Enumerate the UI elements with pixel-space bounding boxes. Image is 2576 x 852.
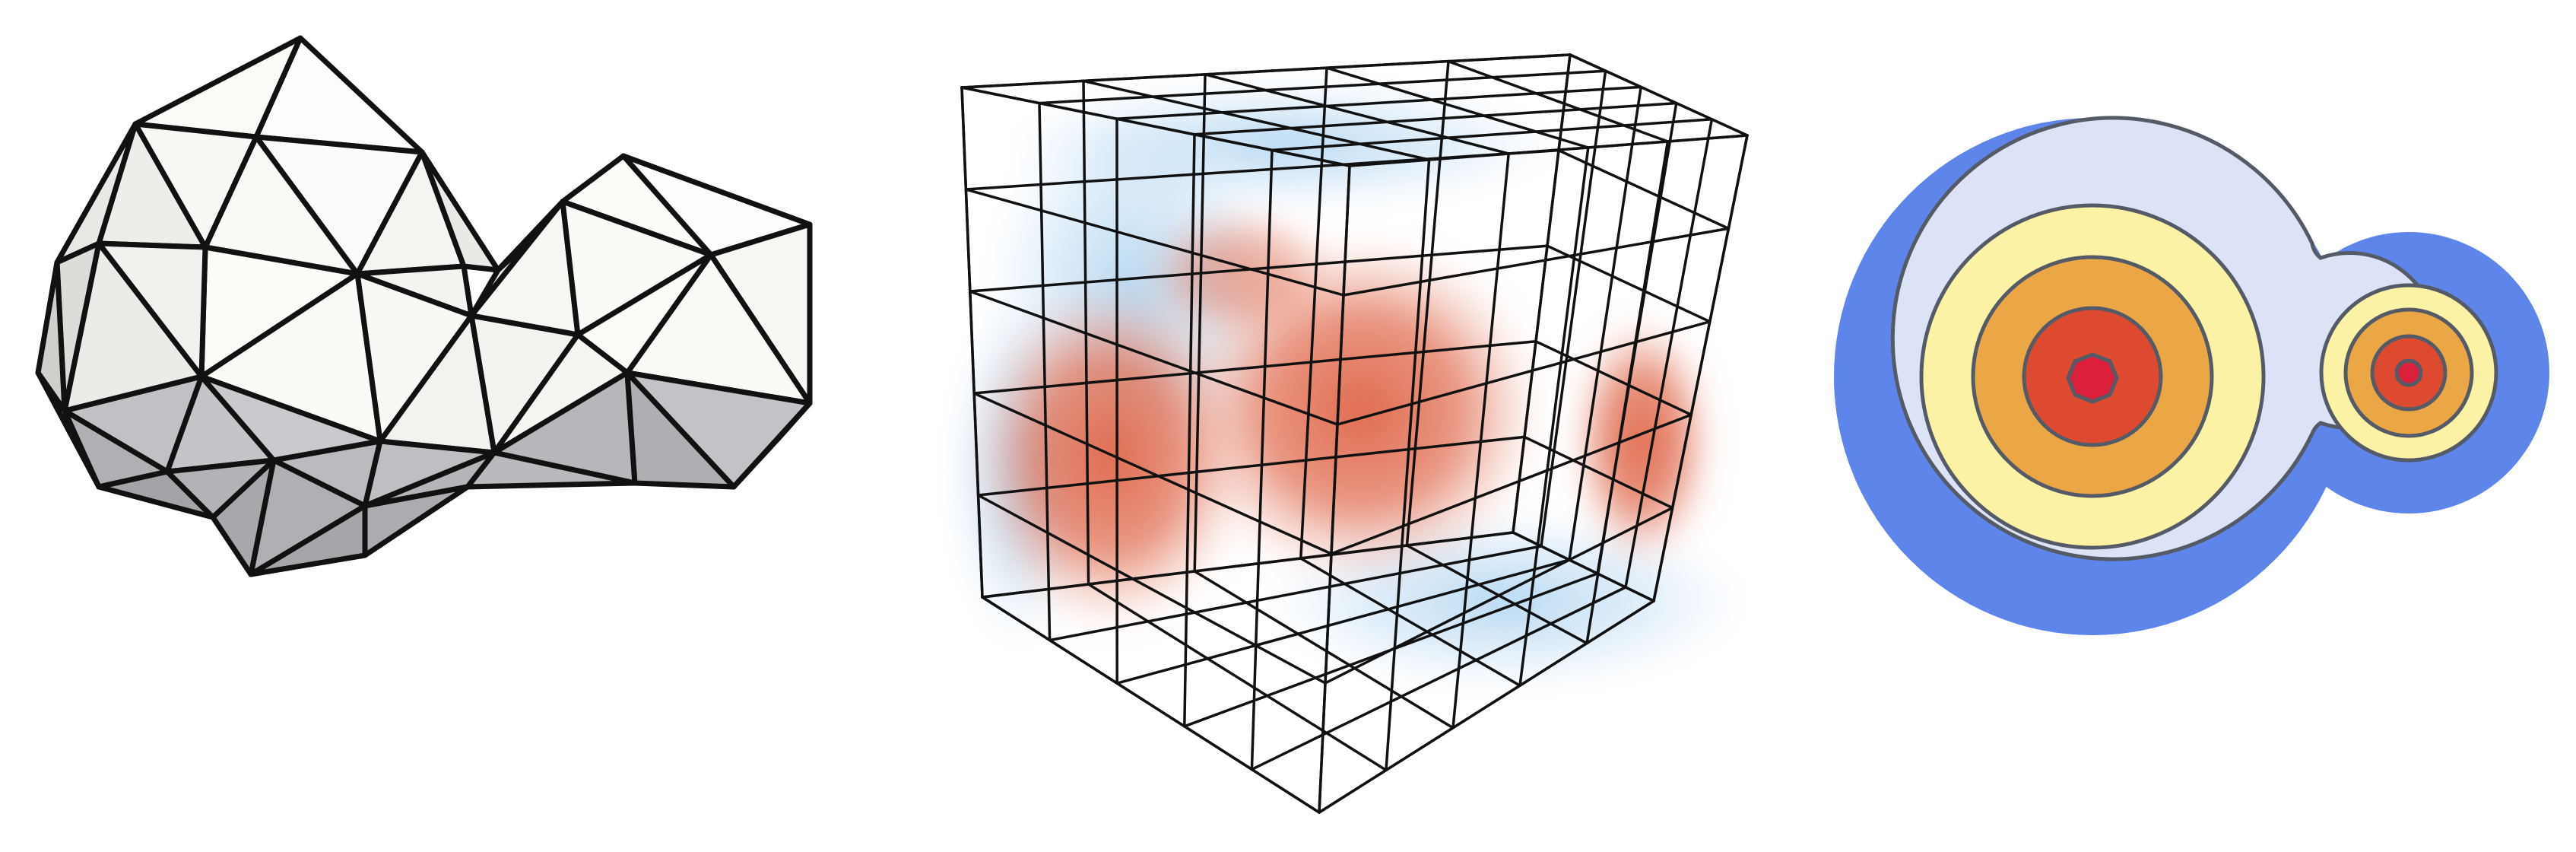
voxel-grid-line: [1183, 133, 1196, 728]
contour-core: [2066, 352, 2119, 404]
voxel-grid-line: [1534, 340, 1692, 416]
voxel-grid-line: [1336, 320, 1712, 426]
voxel-grid-line: [1193, 73, 1207, 573]
voxel-grid-line: [1512, 531, 1655, 602]
voxel-grid-line: [1330, 413, 1692, 555]
voxel-grid-line: [1568, 85, 1642, 561]
voxel-grid-line: [1250, 586, 1627, 771]
voxel-grid-line: [1447, 59, 1670, 143]
contour-large-bullseye: [1919, 203, 2266, 550]
voxel-grid-line: [972, 340, 1537, 395]
voxel-grid-line: [1569, 53, 1749, 137]
voxel-grid-line: [1523, 435, 1674, 510]
voxel-grid-line: [1299, 66, 1328, 560]
voxel-grid-line: [960, 86, 984, 599]
mesh-faces: [35, 35, 813, 577]
voxel-grid-line: [1405, 544, 1588, 645]
voxel-grid-line: [1082, 79, 1431, 161]
voxel-grid-line: [1193, 101, 1678, 136]
voxel-grid-line: [972, 392, 1333, 555]
voxel-grid-line: [1652, 134, 1749, 602]
voxel-grid-line: [1193, 570, 1455, 730]
voxel-grid-lines: [960, 53, 1749, 814]
voxel-grid-line: [1342, 227, 1731, 297]
contour-core-small: [2394, 358, 2423, 387]
voxel-grid-line: [1596, 101, 1678, 575]
voxel-grid-line: [1115, 558, 1571, 685]
voxel-grid-line: [969, 290, 1339, 426]
voxel-grid-line: [1250, 148, 1274, 771]
voxel-grid-line: [1082, 79, 1090, 586]
voxel-grid-line: [1204, 73, 1510, 155]
voxel-grid-line: [1512, 53, 1572, 534]
voxel-grid-line: [1087, 583, 1388, 772]
voxel-grid-line: [1546, 244, 1712, 323]
voxel-grid-line: [1318, 599, 1655, 814]
contour-small-bullseye: [2319, 283, 2498, 463]
contour-panel: [1834, 116, 2549, 635]
voxel-grid-line: [981, 596, 1321, 814]
voxel-grid-line: [1540, 69, 1607, 548]
voxel-grid-line: [960, 86, 1351, 167]
voxel-grid-line: [1624, 118, 1714, 589]
voxel-grid-line: [1183, 572, 1599, 728]
voxel-grid-line: [1271, 118, 1714, 152]
voxel-grid-line: [1038, 69, 1607, 105]
voxel-grid-line: [1405, 59, 1450, 547]
voxel-grid-line: [981, 531, 1515, 599]
voxel-grid-line: [969, 244, 1549, 293]
voxel-grid-line: [1318, 164, 1351, 814]
voxel-grid-line: [1299, 557, 1521, 687]
volume-grid-panel: [947, 53, 1756, 814]
voxel-grid-line: [964, 188, 1345, 297]
voxel-grid-line: [1325, 66, 1590, 149]
voxel-grid-line: [964, 148, 1560, 191]
voxel-grid-line: [976, 435, 1526, 497]
mesh-panel: [35, 35, 813, 577]
voxel-grid-line: [1385, 158, 1431, 772]
volume-field: [947, 80, 1756, 692]
voxel-grid-line: [1048, 545, 1543, 642]
voxel-grid-line: [976, 494, 1327, 685]
voxel-grid-line: [1557, 148, 1731, 230]
voxel-grid-line: [960, 53, 1572, 89]
voxel-grid-line: [1038, 101, 1052, 642]
voxel-grid-line: [1518, 146, 1590, 687]
